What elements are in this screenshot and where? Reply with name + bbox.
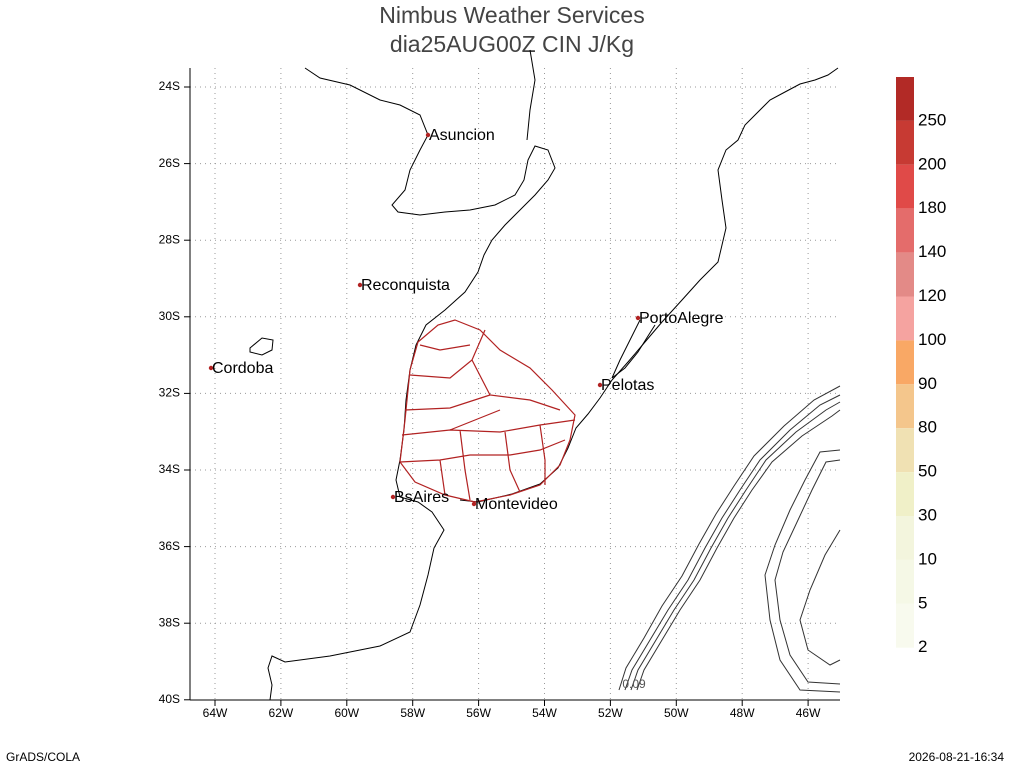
border — [399, 319, 576, 503]
lat-label: 30S — [159, 309, 180, 323]
lat-label: 38S — [159, 615, 180, 629]
city-label: Reconquista — [361, 277, 450, 294]
coastlines — [249, 49, 839, 701]
coastline — [611, 319, 656, 379]
color-swatch — [896, 384, 914, 429]
city-dot — [471, 501, 477, 507]
colorbar: 250 200 180 140 120 100 90 80 50 30 10 5 2 — [896, 77, 946, 656]
contour — [630, 401, 841, 691]
colorbar-label: 30 — [918, 505, 937, 524]
contour — [624, 394, 841, 691]
coastline — [526, 49, 536, 141]
city-dot — [357, 282, 363, 288]
lon-label: 52W — [598, 706, 623, 720]
grid — [190, 68, 840, 700]
title: Nimbus Weather Services — [379, 2, 644, 28]
lat-label: 32S — [159, 386, 180, 400]
lon-label: 48W — [730, 706, 755, 720]
contour — [764, 449, 841, 693]
city-dot — [425, 132, 431, 138]
city-label: PortoAlegre — [639, 310, 724, 327]
color-swatch — [896, 516, 914, 560]
color-swatch — [896, 164, 914, 209]
colorbar-label: 140 — [918, 242, 946, 261]
lon-label: 58W — [400, 706, 425, 720]
colorbar-label: 90 — [918, 374, 937, 393]
color-swatch — [896, 428, 914, 473]
lon-label: 50W — [664, 706, 689, 720]
color-swatch — [896, 603, 914, 648]
lon-label: 54W — [532, 706, 557, 720]
lat-label: 40S — [159, 692, 180, 706]
contour — [618, 385, 841, 691]
axes: 24S 26S 28S 30S 32S 34S 36S 38S 40S 64W 62W 60W 58W 5… — [159, 68, 840, 720]
colorbar-label: 120 — [918, 286, 946, 305]
color-swatch — [896, 340, 914, 385]
city-label: Asuncion — [429, 127, 495, 144]
colorbar-label: 200 — [918, 154, 946, 173]
border — [399, 329, 576, 501]
island — [249, 337, 274, 356]
borders — [399, 319, 576, 503]
colorbar-label: 50 — [918, 462, 937, 481]
cities: Asuncion Reconquista PortoAlegre Cordoba Pel… — [208, 127, 724, 513]
contour-label: 0.09 — [622, 677, 646, 691]
city-dot — [390, 494, 396, 500]
color-swatch — [896, 208, 914, 253]
lat-label: 28S — [159, 232, 180, 246]
lat-label: 36S — [159, 539, 180, 553]
color-swatch — [896, 252, 914, 297]
coastline — [267, 67, 556, 701]
colorbar-label: 10 — [918, 549, 937, 568]
colorbar-label: 100 — [918, 330, 946, 349]
lon-label: 64W — [203, 706, 228, 720]
color-swatch — [896, 77, 914, 121]
city-label: Cordoba — [212, 360, 273, 377]
colorbar-label: 250 — [918, 110, 946, 129]
city-dot — [208, 365, 214, 371]
footer-left: GrADS/COLA — [6, 750, 80, 764]
coastline — [459, 67, 839, 503]
city-label: Pelotas — [601, 377, 654, 394]
subtitle: dia25AUG00Z CIN J/Kg — [390, 31, 634, 57]
colorbar-label: 5 — [918, 593, 927, 612]
color-swatch — [896, 472, 914, 516]
color-swatch — [896, 559, 914, 604]
lat-label: 24S — [159, 79, 180, 93]
city-label: Montevideo — [475, 496, 558, 513]
lon-label: 60W — [334, 706, 359, 720]
contours — [618, 385, 841, 693]
lon-label: 46W — [796, 706, 821, 720]
city-dot — [635, 315, 641, 321]
lat-label: 34S — [159, 462, 180, 476]
contour — [774, 459, 841, 685]
color-swatch — [896, 120, 914, 165]
colorbar-label: 180 — [918, 198, 946, 217]
lat-label: 26S — [159, 156, 180, 170]
lon-label: 62W — [269, 706, 294, 720]
footer-right: 2026-08-21-16:34 — [909, 750, 1005, 764]
city-label: BsAires — [394, 489, 449, 506]
colorbar-label: 80 — [918, 418, 937, 437]
contour — [636, 409, 841, 691]
contour — [799, 529, 841, 666]
lon-label: 56W — [466, 706, 491, 720]
colorbar-label: 2 — [918, 637, 927, 656]
city-dot — [597, 382, 603, 388]
color-swatch — [896, 296, 914, 341]
